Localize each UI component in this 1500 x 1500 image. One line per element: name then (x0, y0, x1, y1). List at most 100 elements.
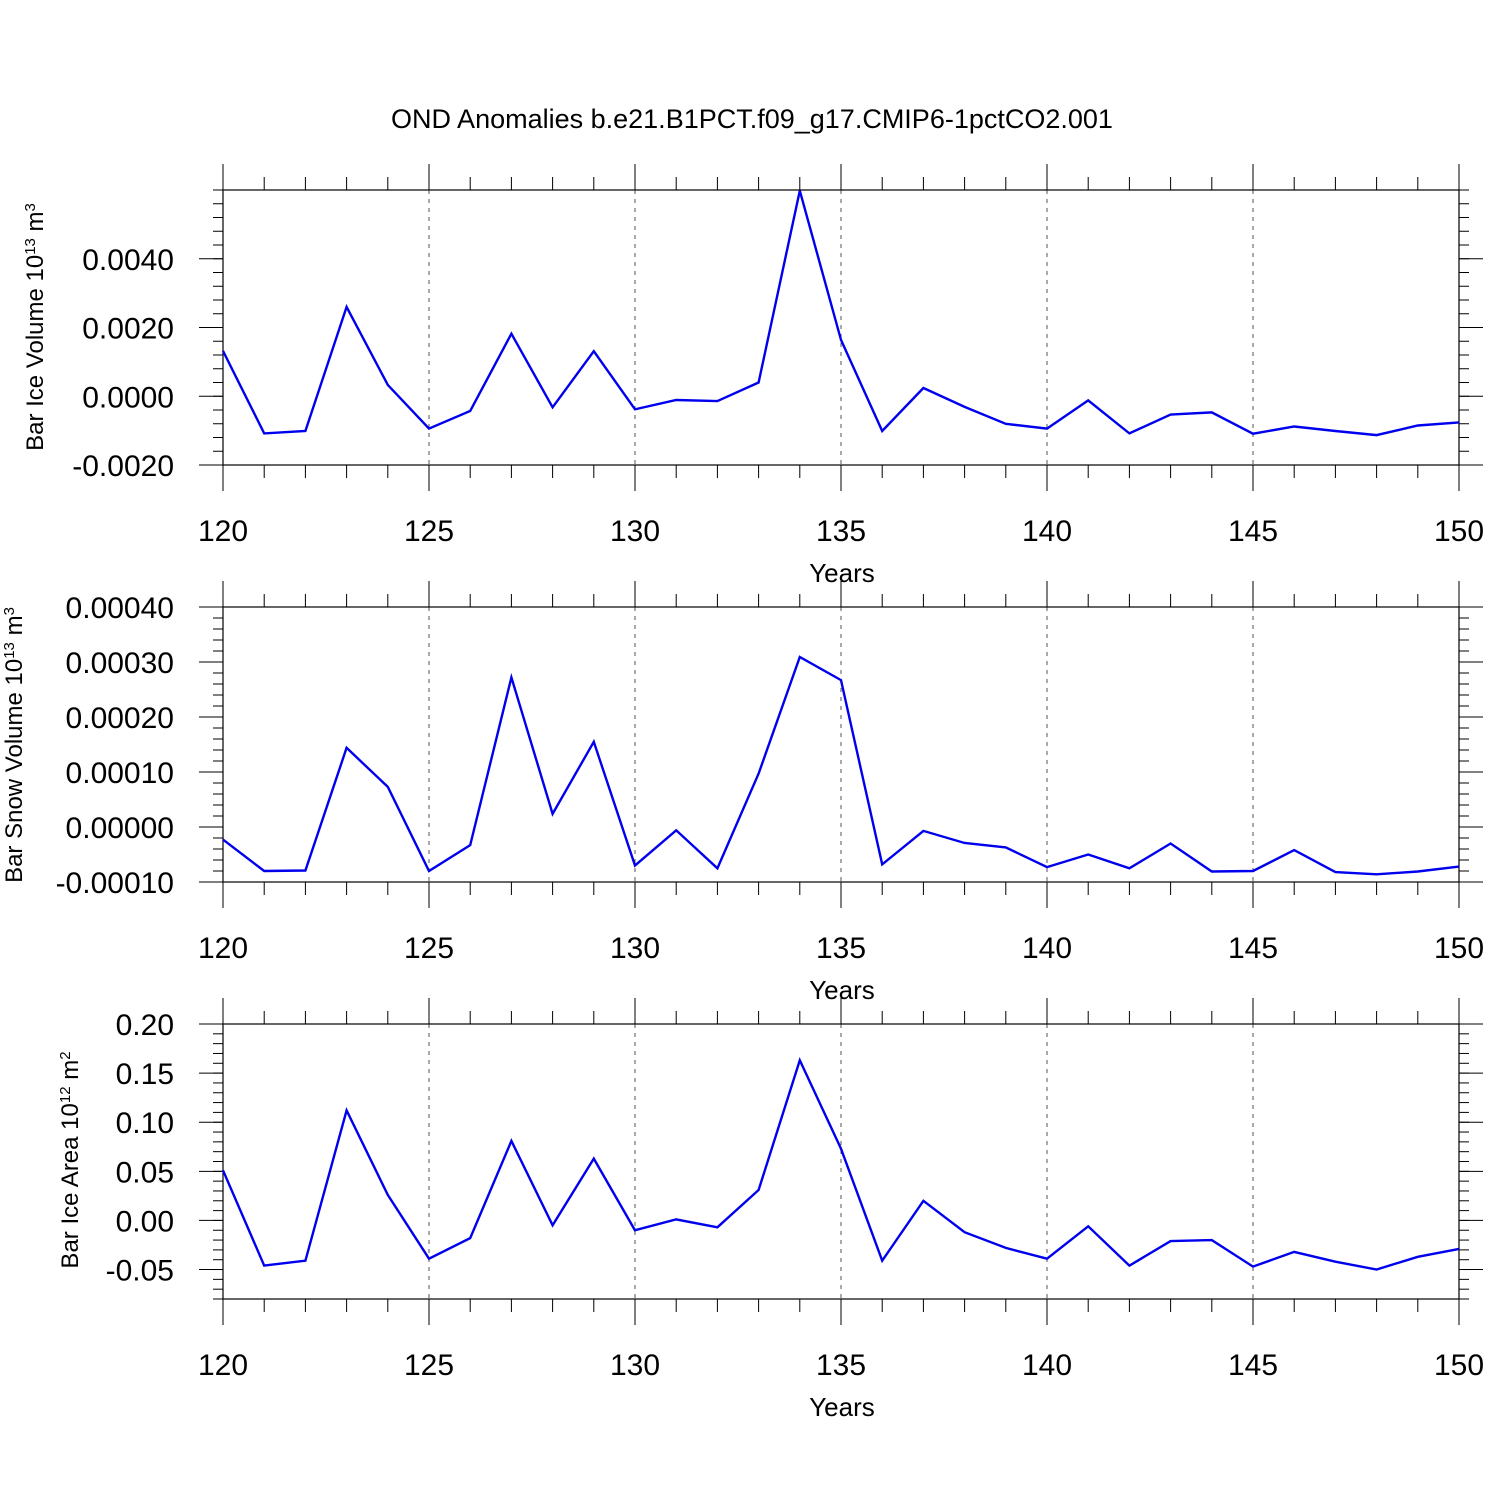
x-tick-label: 140 (1022, 1349, 1072, 1382)
panel-2: -0.00010 0.00000 0.00010 0.00020 0.00030 0.00… (1, 581, 1484, 1005)
x-tick-label: 135 (816, 515, 866, 548)
data-point (221, 1168, 225, 1172)
series-line (221, 190, 1460, 437)
x-tick-label: 130 (610, 932, 660, 965)
y-tick-label: 0.0000 (82, 381, 174, 414)
y-axis-label-superscript: 12 (57, 1086, 74, 1103)
data-point (1169, 842, 1173, 846)
data-point (1333, 870, 1337, 874)
x-tick-label: 120 (198, 932, 248, 965)
data-point (880, 429, 884, 433)
data-point (592, 740, 596, 744)
figure-title: OND Anomalies b.e21.B1PCT.f09_g17.CMIP6-… (391, 104, 1113, 134)
y-tick-label: 0.00030 (66, 647, 174, 680)
x-tick-label: 120 (198, 515, 248, 548)
x-axis-label: Years (809, 975, 875, 1005)
data-point (427, 1257, 431, 1261)
data-point (303, 868, 307, 872)
y-axis-label-part: m (57, 1060, 84, 1087)
data-point (963, 405, 967, 409)
data-point (1004, 845, 1008, 849)
data-point (1292, 848, 1296, 852)
x-tick-label: 145 (1228, 1349, 1278, 1382)
y-tick-label: 0.05 (116, 1156, 174, 1189)
x-tick-label: 130 (610, 515, 660, 548)
y-axis-label-superscript: 13 (22, 238, 39, 255)
y-tick-label: 0.00040 (66, 592, 174, 625)
data-point (715, 399, 719, 403)
data-point (509, 332, 513, 336)
y-tick-label: -0.0020 (72, 450, 174, 483)
y-axis-label-part: Bar Snow Volume 10 (1, 659, 28, 883)
data-point (386, 383, 390, 387)
y-tick-label: 0.10 (116, 1107, 174, 1140)
data-point (757, 381, 761, 385)
data-point (633, 1228, 637, 1232)
x-axis-label: Years (809, 558, 875, 588)
data-point (303, 429, 307, 433)
y-axis-label-part: m (22, 211, 49, 238)
y-tick-label: 0.00 (116, 1205, 174, 1238)
data-point (1333, 1260, 1337, 1264)
data-point (1127, 1264, 1131, 1268)
y-axis-label-part: Bar Ice Area 10 (57, 1103, 84, 1268)
data-point (1169, 1239, 1173, 1243)
data-point (551, 1223, 555, 1227)
data-point (1292, 425, 1296, 429)
y-tick-label: 0.0040 (82, 244, 174, 277)
data-point (468, 1236, 472, 1240)
data-point (592, 1157, 596, 1161)
panel-1: -0.0020 0.0000 0.0020 0.0040 120 125 130 135 140… (22, 164, 1484, 588)
data-point (1251, 1265, 1255, 1269)
data-point (1045, 865, 1049, 869)
data-point (1457, 1247, 1461, 1251)
data-point (1004, 1246, 1008, 1250)
x-tick-label: 125 (404, 1349, 454, 1382)
data-point (1127, 866, 1131, 870)
data-point (1375, 1268, 1379, 1272)
data-point (551, 405, 555, 409)
data-point (386, 785, 390, 789)
data-point (839, 338, 843, 342)
data-point (798, 655, 802, 659)
data-point (1045, 427, 1049, 431)
data-point (839, 678, 843, 682)
data-point (468, 409, 472, 413)
data-point (839, 1147, 843, 1151)
y-tick-label: 0.0020 (82, 313, 174, 346)
x-tick-label: 150 (1434, 515, 1484, 548)
x-tick-label: 125 (404, 932, 454, 965)
data-point (1210, 870, 1214, 874)
data-point (963, 841, 967, 845)
x-tick-label: 150 (1434, 1349, 1484, 1382)
data-point (715, 866, 719, 870)
data-point (880, 862, 884, 866)
data-point (262, 1264, 266, 1268)
data-point (1210, 1238, 1214, 1242)
y-axis-label-superscript: 2 (57, 1051, 74, 1059)
y-tick-label: -0.05 (106, 1255, 174, 1288)
data-point (633, 407, 637, 411)
data-point (921, 386, 925, 390)
data-point (715, 1225, 719, 1229)
y-tick-label: 0.00000 (66, 812, 174, 845)
y-tick-label: -0.00010 (56, 867, 174, 900)
x-tick-label: 140 (1022, 932, 1072, 965)
data-point (1004, 422, 1008, 426)
data-point (1045, 1257, 1049, 1261)
y-tick-label: 0.00020 (66, 702, 174, 735)
x-tick-label: 130 (610, 1349, 660, 1382)
data-point (468, 843, 472, 847)
data-point (221, 349, 225, 353)
data-point (303, 1259, 307, 1263)
data-point (1251, 432, 1255, 436)
data-point (757, 1188, 761, 1192)
data-point (1416, 423, 1420, 427)
data-point (921, 829, 925, 833)
x-tick-label: 135 (816, 932, 866, 965)
data-point (674, 1217, 678, 1221)
data-point (1127, 431, 1131, 435)
x-tick-label: 145 (1228, 932, 1278, 965)
data-point (509, 1139, 513, 1143)
data-point (963, 1230, 967, 1234)
